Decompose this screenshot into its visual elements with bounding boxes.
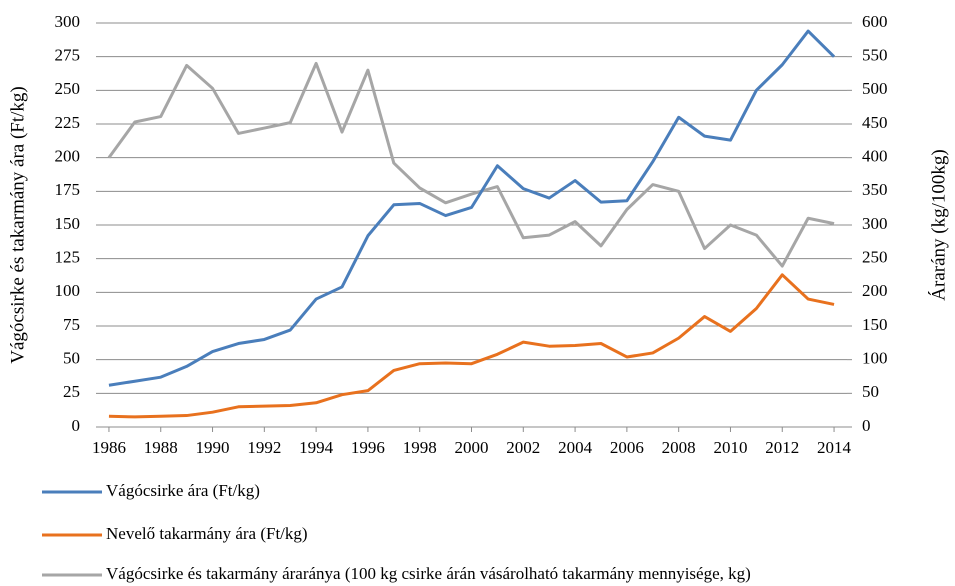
x-tick-label: 1996: [351, 438, 385, 457]
x-tick-label: 1986: [92, 438, 126, 457]
x-tick-label: 1994: [299, 438, 334, 457]
y2-tick-label: 450: [862, 113, 888, 132]
x-tick-label: 2014: [817, 438, 852, 457]
x-tick-label: 2012: [765, 438, 799, 457]
x-tick-label: 2008: [662, 438, 696, 457]
y2-tick-label: 100: [862, 349, 888, 368]
y-tick-label: 250: [55, 79, 81, 98]
x-tick-label: 2010: [713, 438, 747, 457]
y-tick-label: 275: [55, 46, 81, 65]
y2-tick-label: 400: [862, 147, 888, 166]
x-tick-label: 1990: [196, 438, 230, 457]
y2-tick-label: 50: [862, 382, 879, 401]
x-tick-label: 1998: [403, 438, 437, 457]
x-tick-label: 1992: [247, 438, 281, 457]
y2-tick-label: 350: [862, 180, 888, 199]
y-tick-label: 175: [55, 180, 81, 199]
series-line: [107, 61, 835, 268]
series-line: [108, 29, 836, 387]
y-tick-label: 200: [55, 147, 81, 166]
y-tick-label: 50: [63, 349, 80, 368]
y2-tick-label: 200: [862, 281, 888, 300]
y-tick-label: 150: [55, 214, 81, 233]
y-tick-label: 100: [55, 281, 81, 300]
y-tick-label: 125: [55, 248, 81, 267]
y2-axis-label: Árarány (kg/100kg): [927, 149, 949, 300]
y2-tick-label: 150: [862, 315, 888, 334]
y2-tick-label: 550: [862, 46, 888, 65]
y-axis-label: Vágócsirke és takarmány ára (Ft/kg): [7, 86, 28, 364]
y2-tick-label: 250: [862, 248, 888, 267]
y-tick-label: 300: [55, 12, 81, 31]
x-tick-label: 2004: [558, 438, 593, 457]
y-tick-label: 75: [63, 315, 80, 334]
legend-label: Vágócsirke és takarmány ára­ránya (100 k…: [106, 564, 751, 583]
x-tick-label: 2002: [506, 438, 540, 457]
y-tick-label: 225: [55, 113, 81, 132]
x-tick-label: 2000: [455, 438, 489, 457]
legend-label: Vágócsirke ára (Ft/kg): [106, 481, 260, 500]
y-tick-label: 25: [63, 382, 80, 401]
x-tick-label: 1988: [144, 438, 178, 457]
series-line: [108, 273, 835, 419]
y2-tick-label: 600: [862, 12, 888, 31]
y2-tick-label: 500: [862, 79, 888, 98]
y2-tick-label: 300: [862, 214, 888, 233]
legend-label: Nevelő takarmány ára (Ft/kg): [106, 524, 308, 543]
y-tick-label: 0: [72, 416, 81, 435]
x-tick-label: 2006: [610, 438, 644, 457]
y2-tick-label: 0: [862, 416, 871, 435]
